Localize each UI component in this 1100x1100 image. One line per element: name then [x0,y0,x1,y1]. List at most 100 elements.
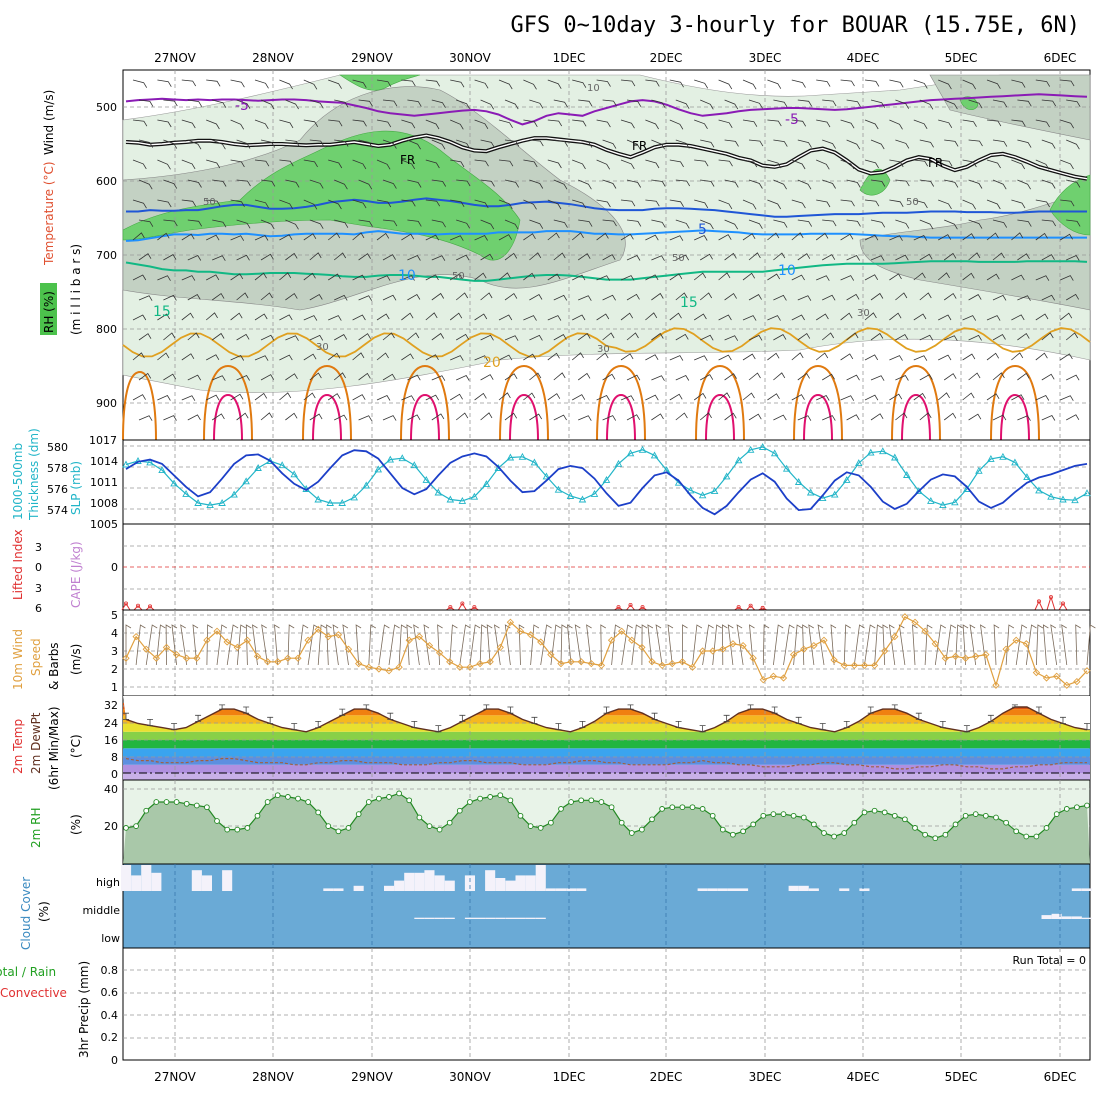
slp-marker [326,499,334,506]
wind-barb [431,219,446,228]
temp-minmax-bar [483,704,490,710]
wind-barb [675,374,690,381]
wind-barb [236,374,250,381]
wind-barb [163,332,176,341]
wind-barb [651,332,664,341]
wind-barb [1017,333,1030,341]
wind-barb [254,234,269,241]
wind10m-barb [406,624,413,666]
wind10m-barb [574,624,582,666]
wind-barb [285,139,300,147]
cloud-high-bar [727,888,738,891]
wind-speed-marker [415,632,423,641]
date-label-bottom: 2DEC [650,1070,683,1084]
wind-barb [944,139,959,147]
wind-speed-marker [769,672,778,680]
wind-barb [1066,254,1080,261]
wind10m-barb [773,624,784,666]
cloud-high-bar [201,875,212,891]
wind-barb [748,294,762,301]
temp-minmax-bar [147,719,154,726]
cloud-high-bar [353,885,364,891]
label-2m-rh: 2m RH [29,808,43,849]
wind-barb [968,413,982,421]
wind-speed-marker [324,632,332,641]
wind-barb [138,333,152,341]
wind10m-barb [423,624,430,666]
wind-speed-marker [172,650,181,659]
wind-barb [718,354,732,361]
wind-barb [651,375,665,381]
wind-barb [602,179,617,189]
wind-barb [913,313,927,321]
wind-speed-marker [982,650,990,659]
wind10m-barb [297,624,309,666]
rh2m-marker [871,807,878,814]
wind-barb [791,314,805,321]
wind-barb [157,275,171,281]
rh2m-marker [639,826,645,833]
wind-barb [181,312,194,321]
date-label-bottom: 30NOV [449,1070,491,1084]
wind-speed-marker [284,654,292,662]
cloud-high-bar [191,870,202,891]
wind-barb [480,179,495,187]
wind-barb [425,234,440,241]
wind-speed-marker [951,652,960,661]
rh2m-marker [153,799,160,805]
rh2m-marker [628,830,635,836]
wind-barb [1011,274,1025,281]
rh-high-shade [122,130,521,261]
wind-barb [455,333,470,341]
wind-barb [181,395,196,401]
rh2m-marker [477,795,483,802]
wind-barb [870,332,884,341]
cloud-high-bar [859,888,870,891]
label-minmax: (6hr Min/Max) [47,707,61,791]
precip-tick-0.8: 0.8 [101,964,119,977]
wind-barb [285,293,298,301]
wind-barb [456,219,471,229]
slp-marker [867,448,875,456]
isotherm-lines [122,93,1091,358]
rh2m-marker [851,819,858,826]
wind-speed-marker [698,647,707,655]
label-freezing-3: FR [928,156,943,170]
slp-marker [314,495,322,503]
wind-barb [596,159,611,170]
wind-barb [895,219,910,229]
wind-barb [846,139,861,150]
wind-speed-marker [385,667,393,675]
wind-barb [480,412,493,421]
wind10m-barb [540,624,552,666]
wind-barb [846,99,861,107]
wind-barb [157,119,172,128]
wind-barb [138,295,153,301]
cloud-high-bar [464,875,475,891]
wind-barb [529,413,543,421]
wind-barb [620,199,636,207]
wind-barb [578,219,593,227]
wind-speed-marker [122,654,130,662]
cloud-middle-bar [475,917,486,919]
wind-barb [962,353,976,361]
wind-speed-marker [304,636,312,644]
wind-barb [498,354,513,361]
label-temp-10-west: 10 [398,268,416,284]
wind-barb [840,395,855,401]
freezing-level-line-inner [125,134,1088,180]
wind10m-barb [817,624,825,666]
slp-marker [386,455,395,463]
wind-barb [480,334,494,341]
wind-barb [699,253,713,261]
cloud-high-bar [1071,888,1082,891]
wind-speed-marker [435,649,444,657]
wind-barb [474,79,489,89]
wind-barb [870,292,884,301]
wind-barb [578,179,592,190]
wind-barb [382,139,397,149]
rh2m-marker [679,804,686,811]
wind10m-barb [252,624,258,666]
cloud-frame [122,863,1091,949]
wind-barb [382,294,397,301]
